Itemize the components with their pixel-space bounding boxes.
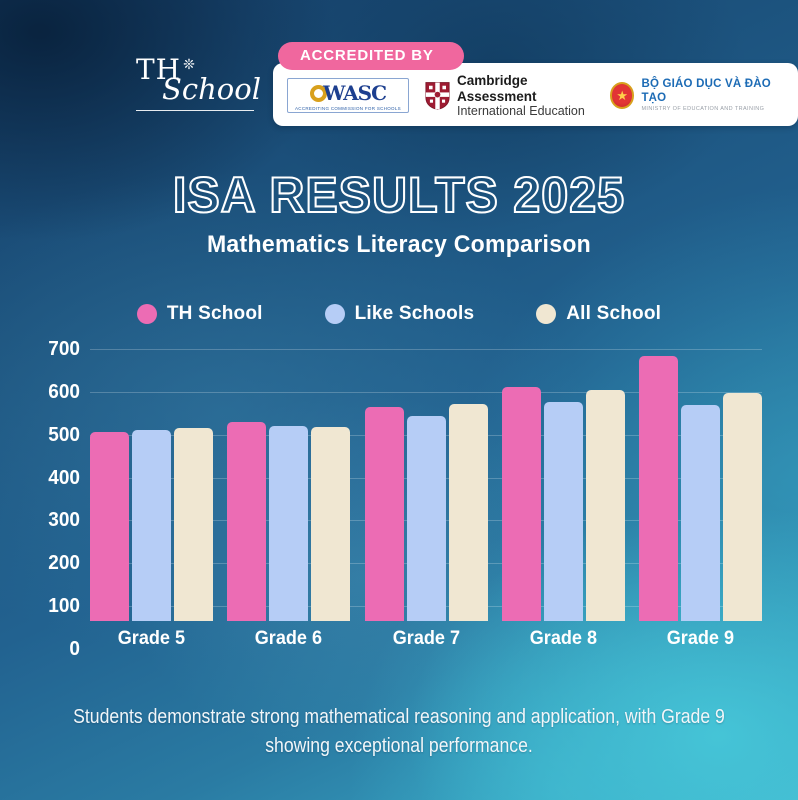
- accreditation-card: WASC ACCREDITING COMMISSION FOR SCHOOLS: [272, 63, 798, 127]
- moet-line2: MINISTRY OF EDUCATION AND TRAINING: [641, 105, 765, 112]
- y-axis-tick-label: 0: [69, 638, 80, 660]
- bar-all-school: [585, 390, 625, 621]
- bar-th-school: [90, 431, 129, 621]
- bar-th-school: [639, 355, 678, 621]
- legend-item: Like Schools: [324, 303, 475, 325]
- bar-all-school: [723, 393, 762, 621]
- th-school-logo: TH ❊ School: [136, 56, 261, 111]
- wasc-caption: ACCREDITING COMMISSION FOR SCHOOLS: [294, 106, 401, 112]
- x-axis-category-label: Grade 6: [255, 628, 323, 649]
- cambridge-line1: Cambridge Assessment: [456, 73, 537, 104]
- moet-emblem-icon: ★: [609, 82, 635, 110]
- bar-like-schools: [269, 425, 309, 621]
- y-axis-tick-label: 600: [48, 380, 80, 403]
- bar-like-schools: [543, 402, 583, 621]
- bar-all-school: [311, 427, 351, 621]
- bar-groups: Grade 5 Grade 6 Grade 7 Grade 8 Grade 9: [90, 321, 762, 650]
- page-subtitle: Mathematics Literacy Comparison: [206, 231, 592, 258]
- y-axis-tick-label: 300: [48, 509, 80, 532]
- moet-line1: BỘ GIÁO DỤC VÀ ĐÀO TẠO: [641, 78, 771, 104]
- x-axis-category-label: Grade 5: [117, 628, 186, 649]
- cambridge-logo: Cambridge Assessment International Educa…: [425, 73, 594, 118]
- legend-dot-icon: [136, 304, 157, 324]
- bar-cluster: [639, 321, 762, 621]
- bar-cluster: [227, 321, 351, 621]
- bar-group: Grade 8: [501, 321, 625, 650]
- bar-group: Grade 7: [364, 321, 488, 650]
- footer-note: Students demonstrate strong mathematical…: [73, 705, 725, 758]
- y-axis-tick-label: 400: [48, 466, 80, 489]
- y-axis-tick-label: 500: [48, 423, 80, 446]
- legend-label: All School: [566, 303, 662, 324]
- wasc-wordmark: WASC: [322, 81, 387, 106]
- bar-chart: 0 100 200 300 400 500 600 700 Grade 5 Grade 6 Gra…: [48, 338, 762, 660]
- gridline: [90, 391, 762, 393]
- bar-all-school: [174, 427, 213, 621]
- bar-like-schools: [681, 404, 720, 621]
- bar-cluster: [501, 321, 625, 621]
- y-axis-tick-label: 100: [48, 595, 80, 618]
- logo-th-text: TH ❊: [136, 53, 196, 86]
- bar-th-school: [227, 421, 267, 621]
- accreditation-panel: ACCREDITED BY WASC ACCREDITING COMMISSIO…: [272, 42, 798, 127]
- legend-dot-icon: [536, 304, 557, 324]
- legend-label: Like Schools: [354, 303, 475, 324]
- cambridge-shield-icon: [425, 81, 450, 110]
- moet-logo: ★ BỘ GIÁO DỤC VÀ ĐÀO TẠO MINISTRY OF EDU…: [609, 78, 782, 113]
- x-axis-category-label: Grade 7: [392, 628, 460, 649]
- accredited-by-badge: ACCREDITED BY: [277, 42, 464, 70]
- bar-all-school: [448, 403, 488, 621]
- bar-cluster: [364, 321, 488, 621]
- x-axis-category-label: Grade 9: [666, 628, 735, 649]
- logo-school-text: School: [162, 72, 261, 106]
- legend-item: TH School: [136, 303, 263, 325]
- x-axis-category-label: Grade 8: [529, 628, 597, 649]
- bar-group: Grade 9: [639, 321, 762, 650]
- header: TH ❊ School ACCREDITED BY WASC ACCREDITIN…: [136, 42, 798, 127]
- logo-underline: [136, 110, 254, 111]
- wasc-ring-icon: [309, 84, 327, 102]
- bar-cluster: [90, 321, 213, 621]
- logo-star-icon: ❊: [183, 57, 196, 73]
- wasc-logo: WASC ACCREDITING COMMISSION FOR SCHOOLS: [286, 78, 409, 114]
- bar-group: Grade 5: [90, 321, 213, 650]
- bar-like-schools: [406, 415, 446, 621]
- bar-like-schools: [132, 429, 171, 621]
- legend-label: TH School: [166, 303, 263, 324]
- bar-group: Grade 6: [227, 321, 351, 650]
- bar-th-school: [501, 386, 541, 621]
- cambridge-line2: International Education: [456, 104, 585, 119]
- legend-item: All School: [536, 303, 661, 325]
- page-title: ISA RESULTS 2025: [172, 166, 626, 224]
- gridline: [90, 349, 762, 350]
- bar-th-school: [364, 406, 404, 621]
- legend-dot-icon: [324, 304, 345, 324]
- y-axis-tick-label: 700: [48, 338, 80, 360]
- y-axis-tick-label: 200: [48, 552, 80, 575]
- chart-legend: TH School Like Schools All School: [0, 303, 798, 325]
